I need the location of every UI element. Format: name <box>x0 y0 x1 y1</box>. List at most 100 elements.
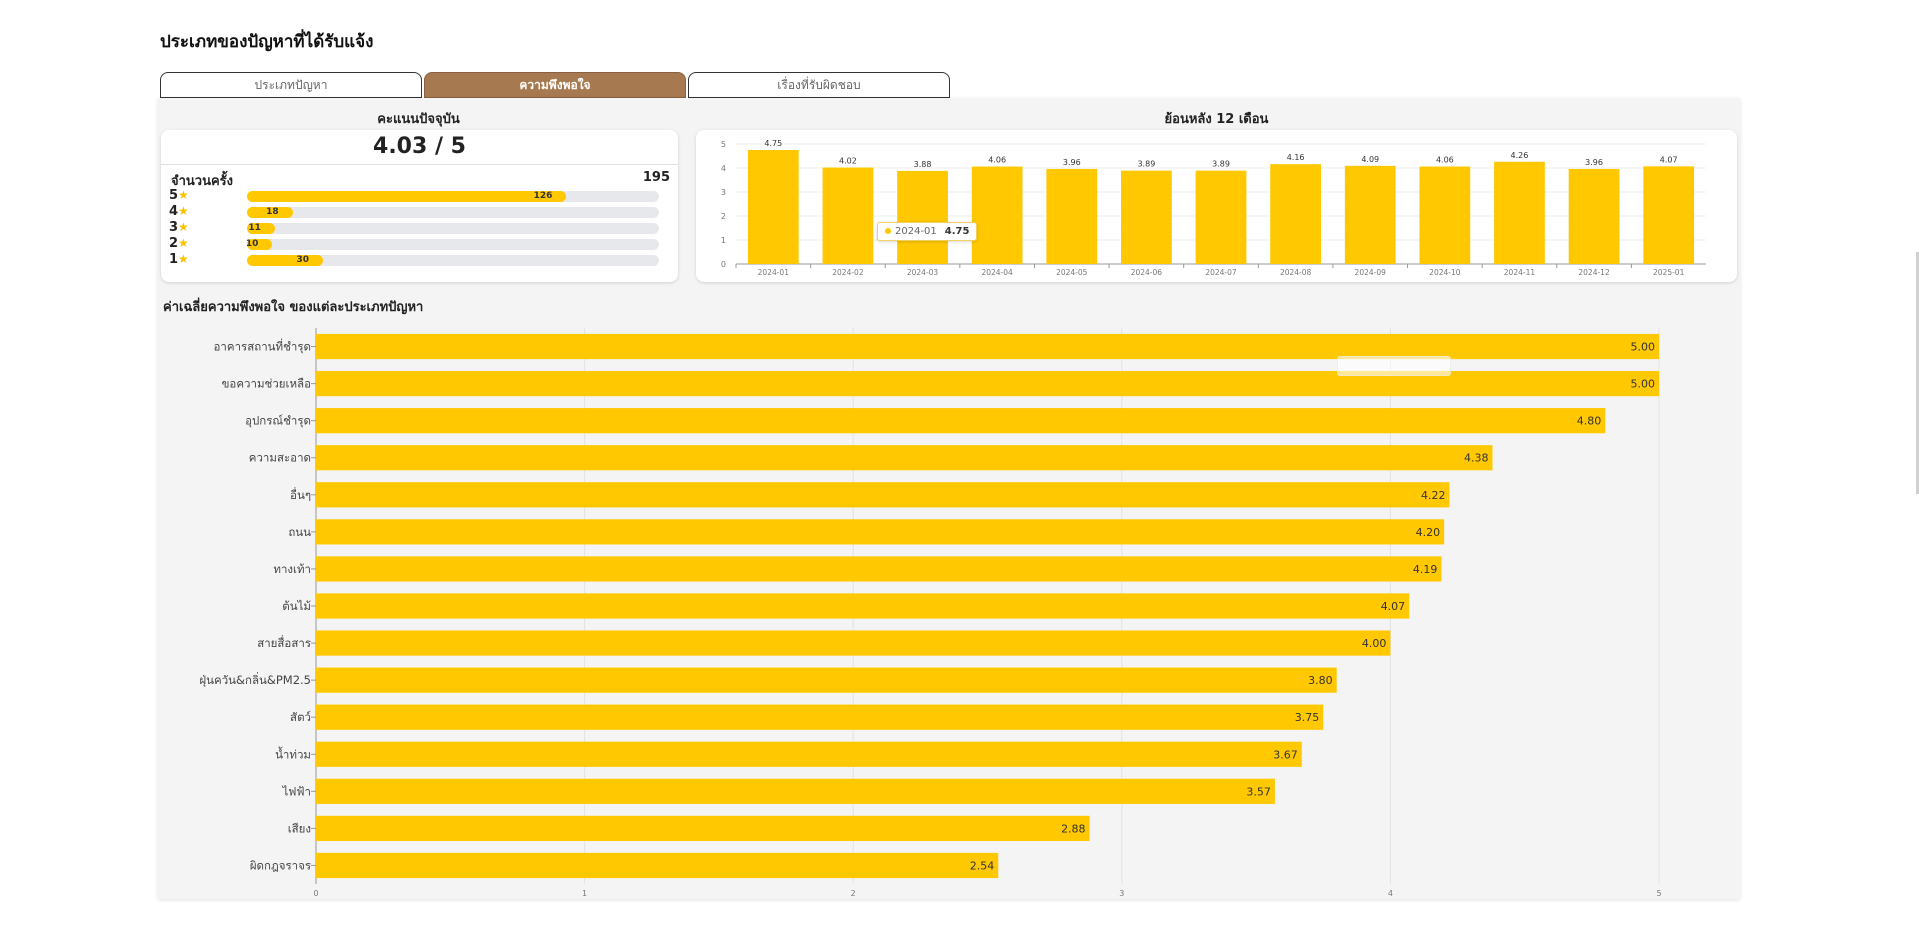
bar-value-label: 4.80 <box>1577 415 1602 428</box>
bar-value-label: 3.89 <box>1137 160 1155 169</box>
rating-fill: 126 <box>247 191 567 202</box>
x-tick-label: 2024-07 <box>1205 268 1237 277</box>
rating-count: 126 <box>533 191 553 201</box>
x-tick-label: 2024-12 <box>1578 268 1610 277</box>
y-tick-label: 4 <box>721 164 726 173</box>
y-tick-label: ต้นไม้ <box>282 599 311 613</box>
x-tick-label: 2024-08 <box>1280 268 1312 277</box>
bar[interactable] <box>971 166 1023 264</box>
bar-value-label: 5.00 <box>1631 341 1656 354</box>
y-tick-label: 0 <box>721 260 726 269</box>
y-tick-label: อื่นๆ <box>290 487 311 502</box>
bar[interactable] <box>316 519 1445 545</box>
bar[interactable] <box>1195 170 1247 264</box>
bar-value-label: 4.75 <box>764 139 782 148</box>
x-tick-label: 3 <box>1119 889 1124 898</box>
tooltip-label: 2024-01 <box>895 226 937 237</box>
bar-value-label: 3.89 <box>1212 160 1230 169</box>
x-tick-label: 2 <box>851 889 856 898</box>
bar[interactable] <box>316 445 1493 471</box>
y-tick-label: ถนน <box>288 525 311 539</box>
y-tick-label: 5 <box>721 140 726 149</box>
bar[interactable] <box>1568 168 1620 264</box>
rating-fill: 18 <box>247 207 293 218</box>
bar[interactable] <box>316 630 1391 656</box>
y-tick-label: น้ำท่วม <box>275 746 311 761</box>
rating-count: 30 <box>296 255 310 265</box>
rating-fill: 30 <box>247 255 324 266</box>
bar[interactable] <box>316 667 1337 693</box>
y-tick-label: ฝุ่นควัน&กลิ่น&PM2.5 <box>199 672 311 687</box>
y-tick-label: ทางเท้า <box>273 562 311 576</box>
rating-star-label: 5★ <box>169 188 189 203</box>
category-bar-chart: 0 1 2 3 4 5 5.00 อาคารสถานที่ชำรุด 5.00 ขอความช่ว… <box>199 328 1662 898</box>
y-tick-label: 3 <box>721 188 726 197</box>
bar[interactable] <box>1344 165 1396 264</box>
x-tick-label: 2024-03 <box>907 268 939 277</box>
bar[interactable] <box>316 333 1659 360</box>
scrollbar[interactable] <box>1916 252 1919 494</box>
tab-responsible[interactable]: เรื่องที่รับผิดชอบ <box>688 72 950 98</box>
tab-bar: ประเภทปัญหา ความพึงพอใจ เรื่องที่รับผิดช… <box>160 72 952 98</box>
rating-star-label: 2★ <box>169 236 189 251</box>
bar-value-label: 2.88 <box>1061 822 1086 835</box>
x-tick-label: 2024-10 <box>1429 268 1461 277</box>
bar-value-label: 4.19 <box>1413 563 1438 576</box>
bar[interactable] <box>316 593 1410 619</box>
rating-row: 4★ 18 <box>169 204 669 219</box>
bar-value-label: 4.16 <box>1287 153 1305 162</box>
bar[interactable] <box>822 167 874 264</box>
bar[interactable] <box>1046 168 1098 264</box>
x-tick-label: 2024-02 <box>832 268 864 277</box>
bar[interactable] <box>897 170 948 264</box>
bar[interactable] <box>316 482 1450 508</box>
bar-value-label: 3.57 <box>1246 785 1271 798</box>
star-icon: ★ <box>178 236 189 250</box>
rating-row: 1★ 30 <box>169 252 669 267</box>
bar[interactable] <box>316 704 1324 730</box>
tab-problem-type[interactable]: ประเภทปัญหา <box>160 72 422 98</box>
bar-value-label: 4.09 <box>1361 155 1379 164</box>
x-tick-label: 1 <box>582 889 587 898</box>
bar-value-label: 3.88 <box>914 160 932 169</box>
score-value: 4.03 / 5 <box>373 134 466 159</box>
bar[interactable] <box>316 852 999 879</box>
tab-satisfaction[interactable]: ความพึงพอใจ <box>424 72 686 98</box>
y-tick-label: อุปกรณ์ชำรุด <box>245 414 311 428</box>
bar[interactable] <box>316 778 1275 804</box>
bar[interactable] <box>1270 164 1321 264</box>
bar[interactable] <box>1121 170 1172 264</box>
chart-tooltip: 2024-01 4.75 <box>877 222 978 241</box>
bar-value-label: 4.06 <box>988 156 1006 165</box>
current-score-title: คะแนนปัจจุบัน <box>377 112 460 127</box>
bar[interactable] <box>747 150 799 264</box>
x-tick-label: 2024-01 <box>758 268 790 277</box>
bar[interactable] <box>1494 161 1545 264</box>
faded-tooltip <box>1337 356 1451 376</box>
y-tick-label: 1 <box>721 236 726 245</box>
rating-track: 18 <box>247 207 659 218</box>
rating-track: 30 <box>247 255 659 266</box>
bar-value-label: 4.07 <box>1660 155 1678 164</box>
bar[interactable] <box>316 741 1302 767</box>
star-icon: ★ <box>178 220 189 234</box>
category-chart-title: ค่าเฉลี่ยความพึงพอใจ ของแต่ละประเภทปัญหา <box>163 300 424 315</box>
bar[interactable] <box>316 556 1442 582</box>
bar-value-label: 4.20 <box>1416 526 1441 539</box>
bar[interactable] <box>1419 166 1471 264</box>
bar[interactable] <box>1643 166 1695 264</box>
x-tick-label: 2024-04 <box>981 268 1013 277</box>
y-tick-label: สัตว์ <box>290 710 311 724</box>
bar-value-label: 4.06 <box>1436 156 1454 165</box>
rating-star-label: 4★ <box>169 204 189 219</box>
satisfaction-panel: คะแนนปัจจุบัน 4.03 / 5 จำนวนครั้ง 195 5★… <box>158 98 1740 899</box>
rating-count: 10 <box>245 239 259 249</box>
bar[interactable] <box>316 815 1090 842</box>
bar[interactable] <box>316 408 1606 434</box>
bar[interactable] <box>316 370 1659 397</box>
y-tick-label: อาคารสถานที่ชำรุด <box>214 339 311 354</box>
x-tick-label: 5 <box>1656 889 1661 898</box>
bar-value-label: 4.02 <box>839 157 857 166</box>
y-tick-label: ขอความช่วยเหลือ <box>222 377 311 391</box>
rating-fill: 10 <box>245 239 273 250</box>
